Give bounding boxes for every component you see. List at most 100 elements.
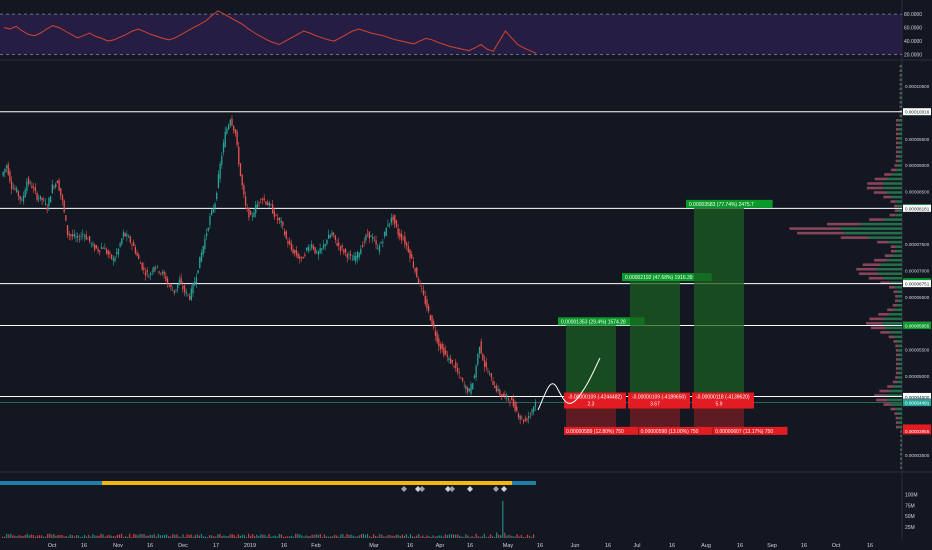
volume-bar: [131, 536, 133, 538]
volume-bar: [75, 535, 77, 538]
volume-bar: [94, 535, 96, 538]
candle-body: [431, 315, 433, 326]
volume-bar: [172, 534, 174, 538]
indicator-strip-highlight: [102, 481, 512, 485]
candle-body: [122, 232, 125, 237]
candle-body: [49, 196, 52, 203]
profile-bar: [892, 173, 902, 176]
profile-bar: [898, 294, 902, 298]
volume-bar: [184, 536, 186, 538]
candle-body: [424, 295, 426, 304]
candle-body: [392, 216, 394, 221]
volume-bar: [151, 535, 153, 538]
candle-body: [273, 211, 276, 217]
profile-bar: [896, 132, 899, 136]
candle-body: [170, 284, 172, 287]
profile-bar: [895, 294, 899, 298]
candle-body: [426, 299, 428, 309]
candle-body: [102, 248, 104, 249]
volume-bar: [163, 534, 166, 538]
candle-body: [55, 183, 57, 188]
volume-bar: [305, 535, 307, 538]
candle-body: [190, 288, 192, 300]
candle-body: [253, 212, 255, 217]
profile-bar: [900, 82, 902, 86]
profile-bar: [895, 376, 899, 379]
time-tick-label: 16: [281, 543, 287, 549]
profile-bar: [840, 227, 902, 230]
volume-bar: [352, 535, 354, 538]
profile-bar: [897, 340, 902, 343]
candle-body: [72, 234, 74, 237]
profile-bar: [894, 204, 898, 208]
profile-bar: [900, 466, 902, 469]
volume-bar: [303, 536, 305, 538]
volume-bar: [475, 533, 477, 538]
price-tick-label: 0.00009500: [905, 137, 930, 142]
candle-body: [402, 239, 404, 241]
candle-body: [194, 281, 196, 286]
volume-bar: [301, 535, 303, 538]
profile-bar: [901, 443, 902, 447]
candle-body: [233, 125, 235, 131]
volume-bar: [135, 534, 137, 538]
volume-bar: [510, 535, 512, 538]
candle-body: [478, 346, 481, 354]
profile-bar: [898, 376, 902, 379]
candle-body: [346, 253, 348, 258]
volume-bar: [453, 534, 455, 538]
profile-bar: [895, 245, 902, 248]
candle-body: [433, 321, 435, 328]
volume-bar: [434, 536, 436, 538]
candle-body: [411, 254, 413, 259]
profile-bar: [883, 195, 892, 199]
profile-bar: [900, 439, 902, 442]
profile-bar: [894, 299, 899, 303]
profile-bar: [894, 285, 902, 289]
candle-body: [180, 278, 182, 283]
time-tick-label: Jul: [633, 543, 640, 549]
time-tick-label: Mar: [369, 543, 379, 549]
candle-body: [185, 291, 187, 294]
profile-bar: [901, 457, 902, 460]
volume-bar: [28, 535, 30, 538]
volume-bar: [348, 534, 350, 538]
volume-bar: [432, 535, 434, 538]
volume-bar: [311, 534, 313, 538]
candle-body: [104, 248, 106, 250]
profile-bar: [898, 362, 902, 366]
volume-bars: [2, 500, 535, 538]
candle-body: [183, 285, 186, 293]
candle-body: [324, 244, 326, 246]
candle-body: [127, 236, 130, 238]
profile-bar: [890, 331, 902, 334]
candle-body: [87, 238, 89, 240]
candle-body: [307, 246, 309, 251]
volume-bar: [295, 533, 297, 538]
candle-body: [231, 118, 233, 126]
profile-bar: [894, 412, 898, 415]
candle-body: [95, 245, 98, 249]
profile-bar: [884, 326, 902, 330]
volume-bar: [143, 533, 145, 538]
candle-body: [61, 195, 64, 201]
volume-bar: [336, 535, 338, 538]
price-tick-label: 0.00008500: [905, 190, 930, 195]
candle-body: [70, 234, 72, 236]
profile-bar: [895, 150, 899, 154]
volume-bar: [371, 536, 373, 538]
candle-body: [221, 155, 223, 165]
candle-body: [165, 276, 167, 281]
candle-body: [136, 252, 138, 256]
profile-bar: [874, 177, 887, 181]
profile-bar: [900, 101, 902, 104]
candle-body: [58, 180, 60, 191]
price-tag-bg: [903, 280, 931, 288]
volume-bar: [286, 536, 289, 538]
candle-body: [90, 243, 92, 244]
profile-bar: [901, 439, 902, 442]
volume-bar: [4, 536, 6, 538]
time-tick-label: Feb: [311, 543, 320, 549]
volume-bar: [385, 536, 387, 538]
candle-body: [161, 272, 164, 274]
